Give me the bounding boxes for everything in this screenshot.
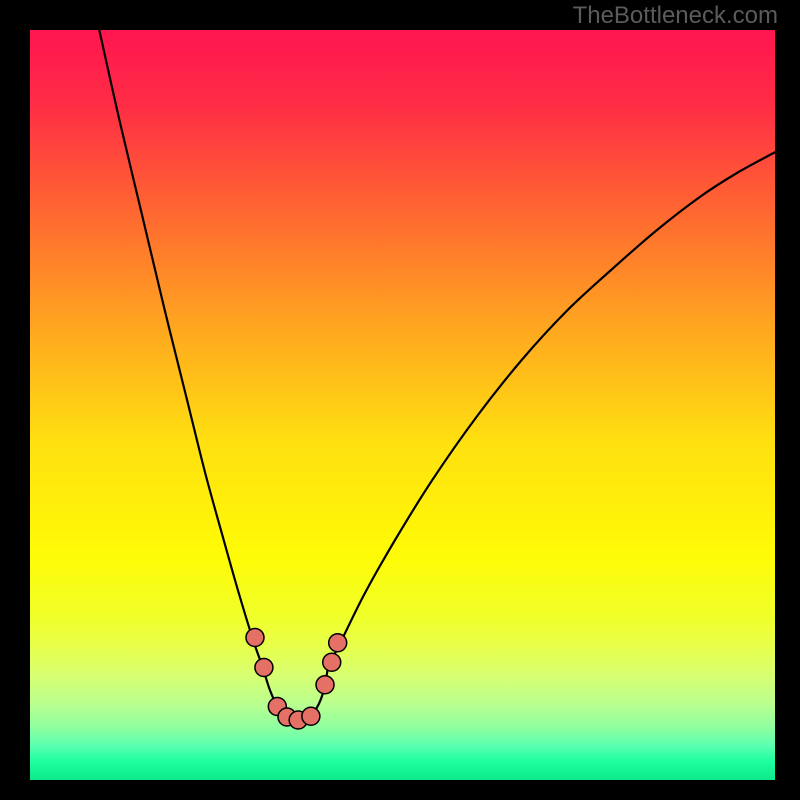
chart-marker <box>316 676 334 694</box>
chart-marker <box>255 659 273 677</box>
watermark-text: TheBottleneck.com <box>573 2 778 30</box>
chart-marker <box>329 634 347 652</box>
chart-marker <box>302 707 320 725</box>
curve-left <box>99 30 262 666</box>
chart-curves-layer <box>30 30 775 780</box>
chart-marker <box>246 629 264 647</box>
curve-right <box>328 152 775 667</box>
chart-plot-area <box>30 30 775 780</box>
chart-marker <box>323 653 341 671</box>
